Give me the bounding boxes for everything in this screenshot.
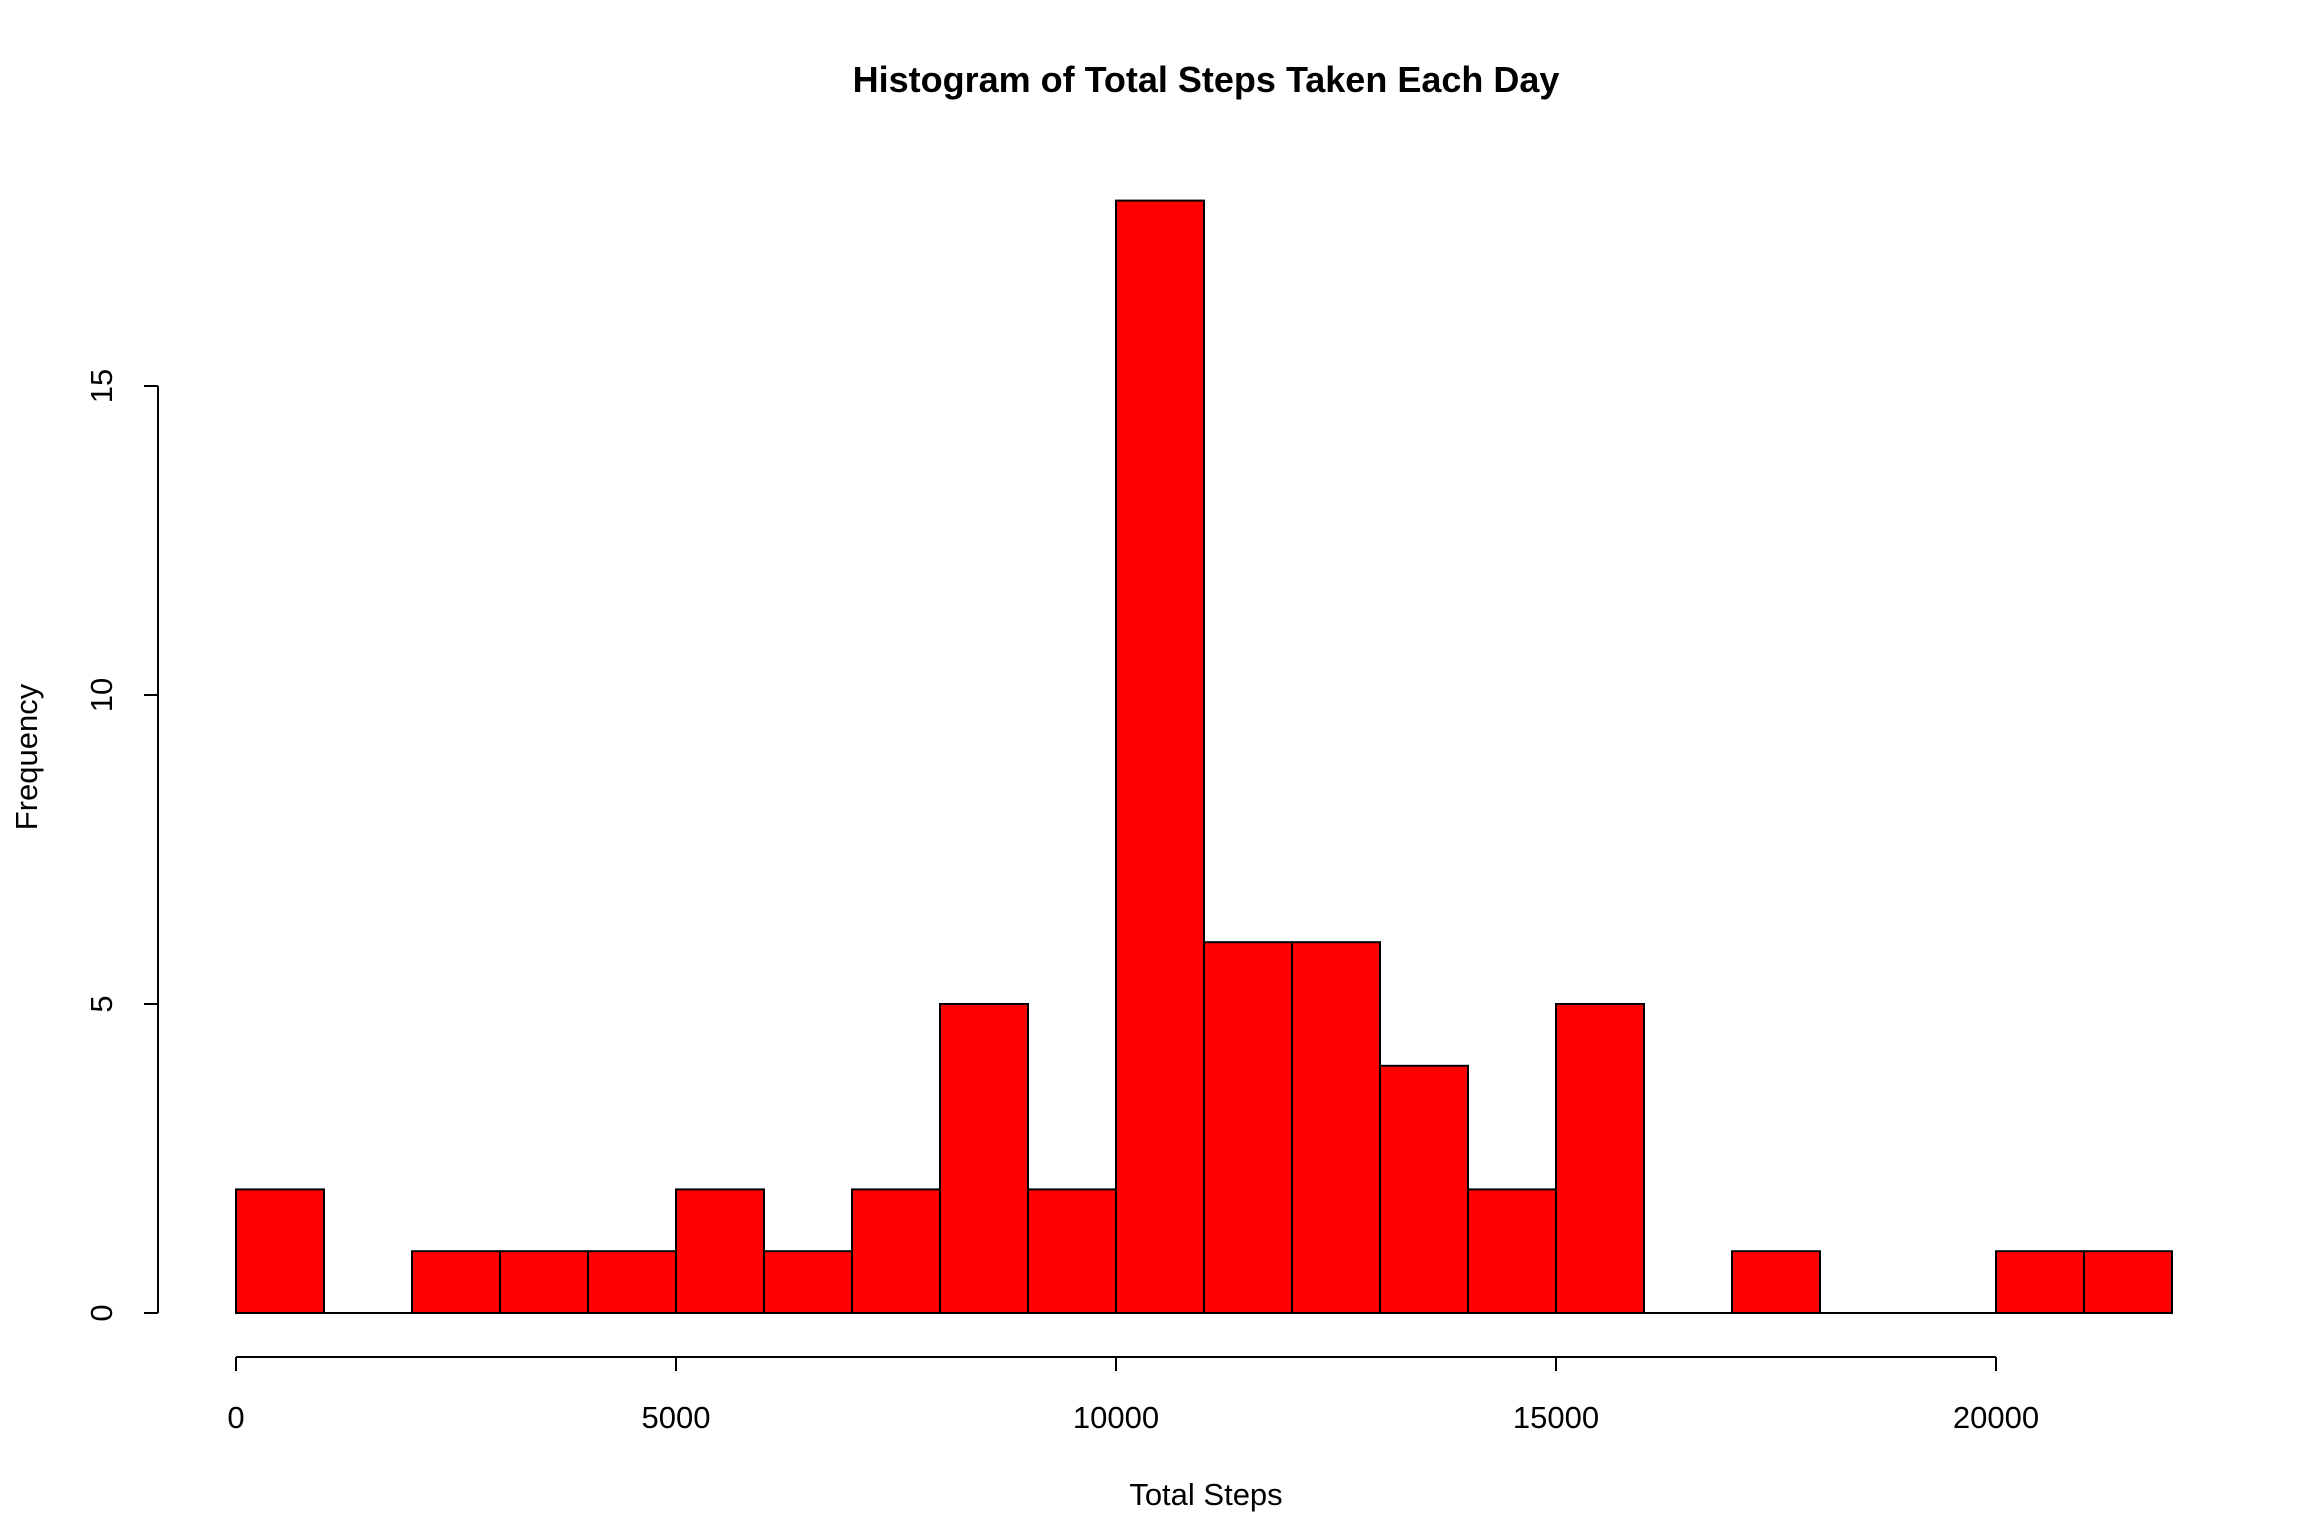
x-tick-label: 0 [227,1400,244,1435]
histogram-bar [1731,1250,1821,1314]
bars [235,199,2173,1315]
y-tick-label: 15 [84,369,119,403]
x-tick-label: 15000 [1513,1400,1599,1435]
x-axis: 0 5000 10000 15000 20000 [227,1356,2039,1435]
histogram-bar [1115,199,1205,1315]
y-axis-label: Frequency [9,683,44,830]
histogram-bar [1291,941,1381,1314]
chart-title: Histogram of Total Steps Taken Each Day [853,59,1560,100]
histogram-bar [939,1003,1029,1314]
x-axis-label: Total Steps [1129,1477,1282,1512]
histogram-bar [411,1250,501,1314]
histogram-bar [2083,1250,2173,1314]
histogram-bar [235,1188,325,1315]
histogram-bar [763,1250,853,1314]
histogram-bar [1995,1250,2085,1314]
x-tick-label: 20000 [1953,1400,2039,1435]
y-axis: 0 5 10 15 [84,369,159,1322]
y-tick-label: 0 [84,1304,119,1321]
histogram-bar [1555,1003,1645,1314]
histogram-bar [499,1250,589,1314]
y-tick-label: 10 [84,678,119,712]
histogram-bar [1467,1188,1557,1315]
histogram-bar [1203,941,1293,1314]
histogram-bar [587,1250,677,1314]
y-tick-label: 5 [84,995,119,1012]
histogram-bar [1379,1064,1469,1315]
histogram-bar [1027,1188,1117,1315]
histogram-bar [675,1188,765,1315]
x-tick-label: 5000 [642,1400,711,1435]
histogram-bar [851,1188,941,1315]
x-tick-label: 10000 [1073,1400,1159,1435]
